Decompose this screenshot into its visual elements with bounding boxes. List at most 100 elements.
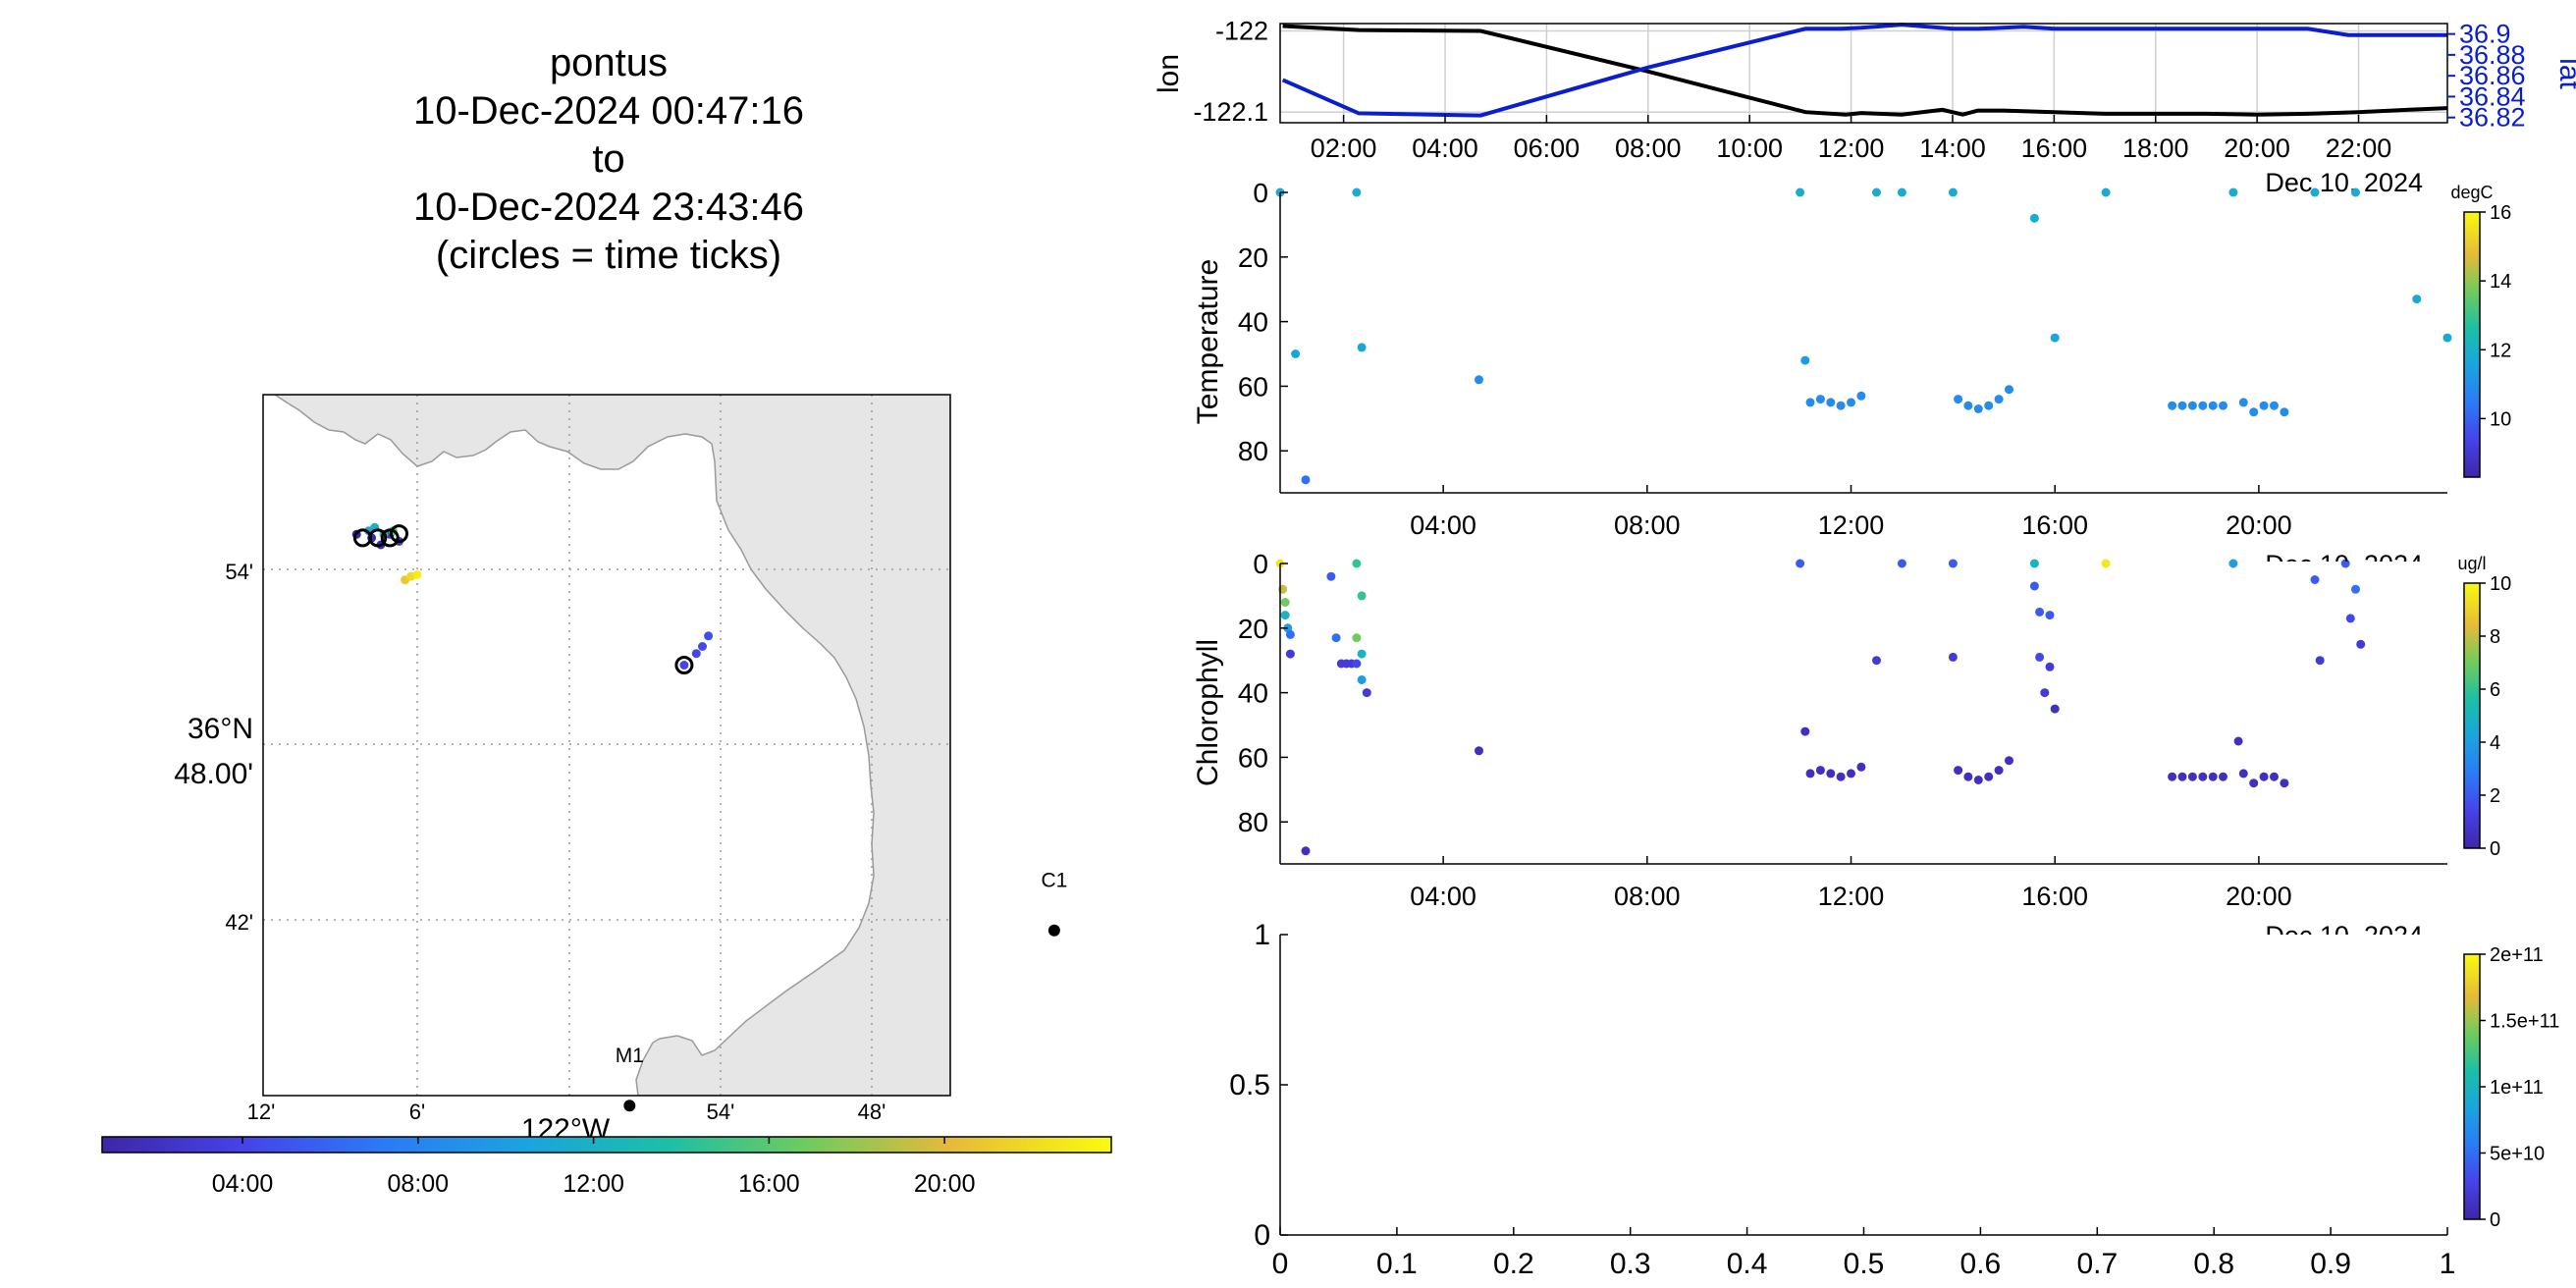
chlorophyll-point-48: [2168, 772, 2177, 781]
temperature-xtick-label-2: 12:00: [1818, 510, 1885, 540]
temperature-point-13: [1856, 391, 1866, 401]
lonlat-xtick-label-2: 06:00: [1514, 134, 1581, 163]
lon-tick-label-1: -122.1: [1193, 97, 1268, 127]
temperature-point-21: [1994, 395, 2004, 404]
chlorophyll-point-44: [2045, 611, 2055, 620]
temperature-cbar-label-2: 12: [2490, 340, 2511, 361]
temperature-point-20: [1984, 401, 1994, 410]
map-marks: M1 C1: [351, 522, 1067, 1112]
empty-ytick-label-2: 1: [1254, 919, 1270, 951]
map-frame: [262, 394, 951, 1097]
temperature-point-4: [1357, 343, 1367, 352]
temperature-point-1: [1291, 349, 1301, 358]
chlorophyll-point-28: [1856, 762, 1866, 772]
temperature-point-15: [1897, 188, 1906, 197]
temperature-point-16: [1948, 188, 1958, 197]
lonlat-xtick-label-0: 02:00: [1311, 134, 1377, 163]
chlorophyll-point-8: [1326, 571, 1336, 581]
chlorophyll-xtick-label-3: 16:00: [2021, 882, 2088, 911]
empty-xtick-label-9: 0.9: [2310, 1248, 2351, 1280]
time-colorbar: [101, 1136, 1112, 1154]
lonlat-xtick-label-6: 14:00: [1919, 134, 1986, 163]
chlorophyll-point-21: [1796, 559, 1805, 568]
temperature-point-17: [1954, 395, 1963, 404]
temperature-point-19: [1973, 404, 1983, 413]
chlorophyll-point-17: [1357, 675, 1367, 684]
temperature-point-6: [1796, 188, 1805, 197]
chlorophyll-cbar-label-3: 4: [2490, 732, 2500, 754]
temperature-point-29: [2198, 401, 2208, 410]
chlorophyll-point-42: [2035, 652, 2045, 662]
chlorophyll-point-66: [2356, 639, 2366, 649]
track-point-8: [704, 631, 714, 641]
temperature-cbar-label-1: 14: [2490, 271, 2511, 293]
chlorophyll-point-64: [2345, 614, 2355, 623]
chlorophyll-date-label: Dec 10, 2024: [2265, 550, 2423, 579]
empty-ytick-label-0: 0: [1254, 1219, 1270, 1252]
title-to: to: [592, 137, 625, 181]
chlorophyll-ytick-label-0: 0: [1253, 549, 1268, 579]
temperature-point-35: [2259, 401, 2269, 410]
temperature-point-40: [2412, 295, 2422, 304]
chlorophyll-point-51: [2198, 772, 2208, 781]
temperature-point-12: [1847, 398, 1855, 407]
lonlat-xtick-label-8: 18:00: [2122, 134, 2189, 163]
chlorophyll-point-54: [2228, 559, 2238, 568]
chlorophyll-point-40: [2029, 581, 2039, 591]
figure-title: pontus 10-Dec-2024 00:47:16 to 10-Dec-20…: [295, 39, 923, 280]
lonlat-ticks: 02:00 04:00 06:00 08:00 10:00 12:00 14:00 16:00…: [1193, 17, 2525, 164]
map-lon-tick-6: 6': [409, 1100, 425, 1124]
temperature-point-11: [1836, 401, 1846, 410]
map-lon-tick-48: 48': [858, 1100, 886, 1124]
temperature-point-31: [2219, 401, 2227, 410]
track-point-5: [679, 661, 689, 670]
temperature-point-18: [1963, 401, 1973, 410]
lon-axis-label: lon: [1153, 54, 1185, 93]
temperature-date-label-lower: Dec 10, 2024: [2265, 921, 2423, 950]
chlorophyll-point-45: [2045, 662, 2055, 671]
temperature-point-37: [2280, 407, 2289, 417]
lonlat-xtick-label-7: 16:00: [2021, 134, 2088, 163]
temperature-colorbar-ticks: 16 14 12 10: [2480, 202, 2511, 430]
temperature-point-33: [2238, 398, 2248, 407]
chlorophyll-axes: 0 20 40 60 80 04:00 08:00 12:00 16:00 20:00 Dec 10…: [1238, 549, 2447, 911]
empty-xtick-label-4: 0.4: [1727, 1248, 1768, 1280]
temperature-point-24: [2050, 333, 2060, 343]
chlorophyll-point-2: [1280, 598, 1290, 607]
map-lon-tick-54: 54': [707, 1100, 735, 1124]
chlorophyll-ytick-label-4: 80: [1238, 807, 1268, 837]
empty-xtick-label-8: 0.8: [2193, 1248, 2234, 1280]
chlorophyll-point-55: [2233, 736, 2243, 746]
empty-xtick-label-6: 0.6: [1960, 1248, 2002, 1280]
chlorophyll-point-58: [2259, 772, 2269, 781]
chlorophyll-point-38: [2005, 756, 2013, 766]
station-C1-marker: [1047, 924, 1060, 937]
chlorophyll-point-47: [2101, 559, 2111, 568]
temperature-point-32: [2228, 188, 2238, 197]
chlorophyll-ytick-label-1: 20: [1238, 614, 1268, 644]
temperature-point-28: [2187, 401, 2197, 410]
temperature-ytick-label-1: 20: [1238, 242, 1268, 273]
chlorophyll-cbar-label-1: 8: [2490, 626, 2500, 648]
temperature-point-9: [1815, 395, 1825, 404]
empty-panel: 0 0.5 1 0 0.1 0.2 0.3 0.4 0.5 0.6 0.7 0.8 0.9 1 2e+11…: [1229, 919, 2559, 1280]
temperature-cbar-label-3: 10: [2490, 408, 2511, 430]
temperature-xtick-label-0: 04:00: [1410, 510, 1476, 540]
empty-cbar-label-2: 1e+11: [2490, 1077, 2544, 1099]
platform-name: pontus: [549, 41, 669, 84]
lonlat-xtick-label-5: 12:00: [1818, 134, 1885, 163]
track-point-6: [691, 649, 701, 659]
chlorophyll-point-23: [1805, 769, 1815, 778]
empty-colorbar-ticks: 2e+11 1.5e+11 1e+11 5e+10 0: [2480, 944, 2559, 1231]
chlorophyll-ytick-label-3: 60: [1238, 742, 1268, 773]
temperature-point-23: [2029, 213, 2039, 223]
temperature-point-22: [2005, 385, 2013, 395]
chlorophyll-point-34: [1963, 772, 1973, 781]
temperature-axis-label: Temperature: [1192, 259, 1224, 424]
temperature-point-26: [2168, 401, 2177, 410]
chlorophyll-point-33: [1954, 766, 1963, 776]
chlorophyll-point-36: [1984, 772, 1994, 781]
chlorophyll-point-31: [1948, 559, 1958, 568]
chlorophyll-cbar-label-2: 6: [2490, 679, 2500, 701]
